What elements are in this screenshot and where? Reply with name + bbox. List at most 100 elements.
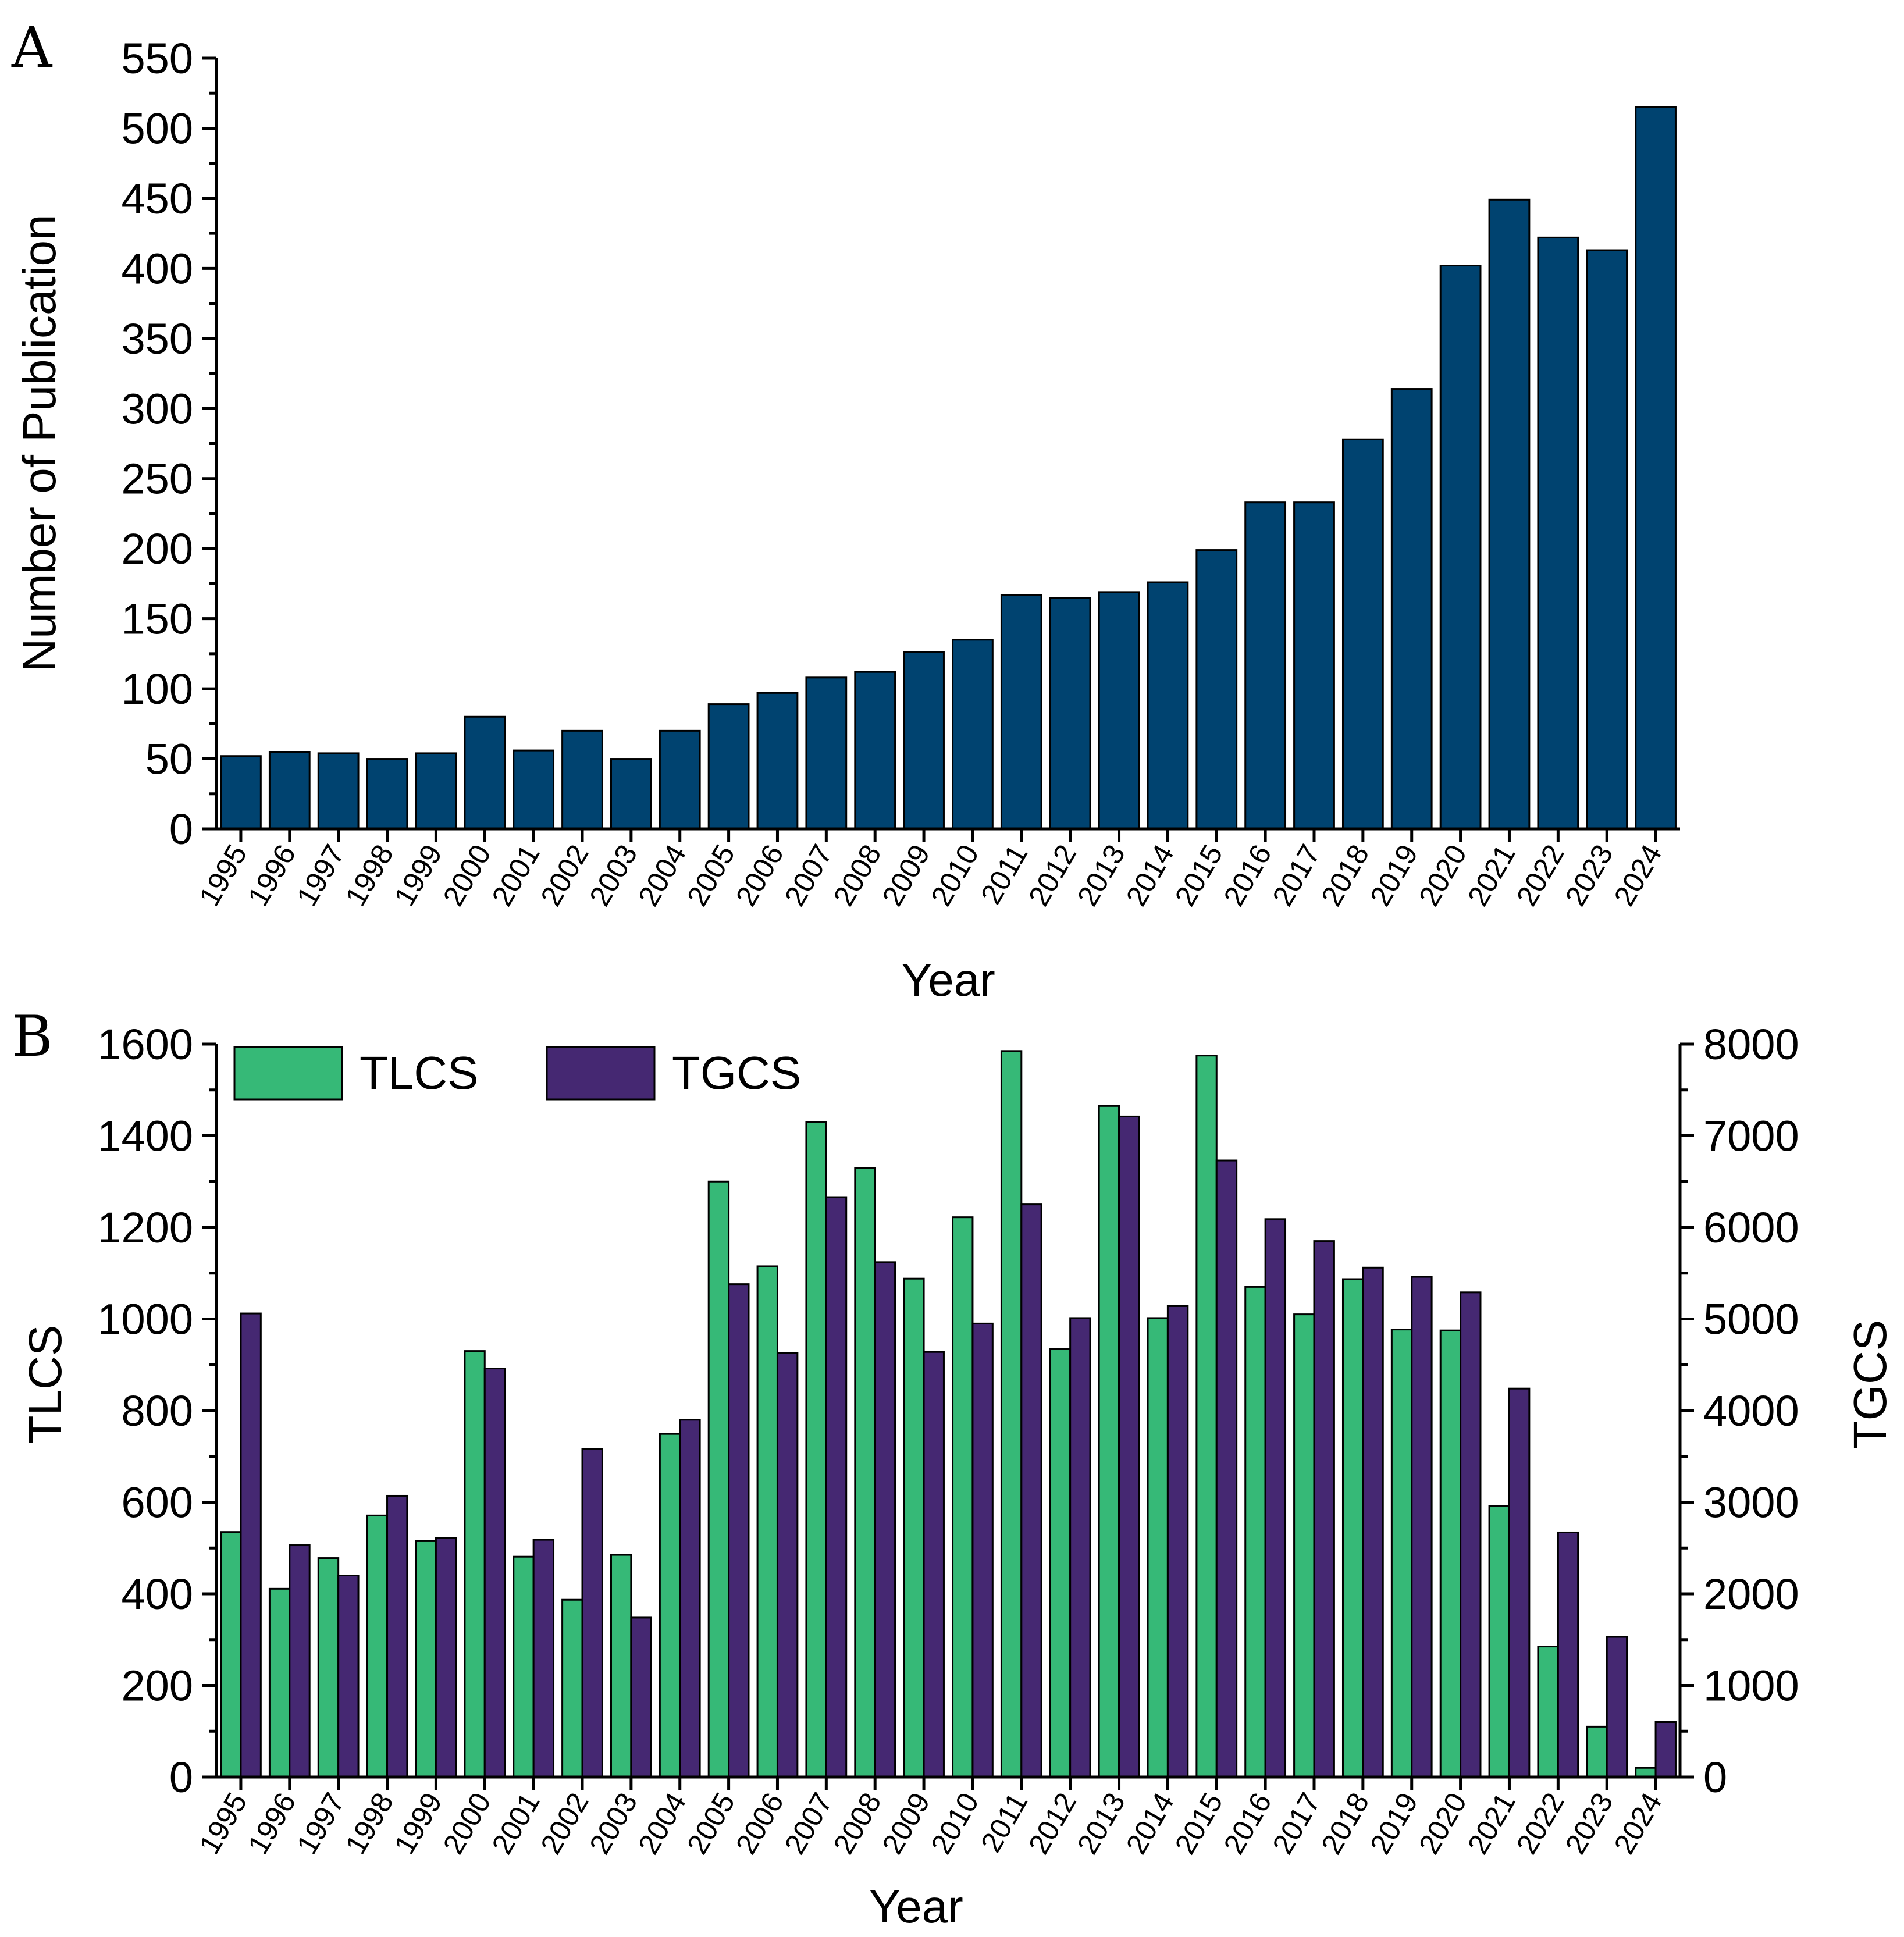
y-tick-label: 3000: [1703, 1479, 1799, 1527]
y-tick-label: 1200: [97, 1203, 193, 1252]
bar-tgcs-1999: [435, 1537, 457, 1778]
bar-tgcs-2016: [1264, 1218, 1287, 1778]
x-tick-label: 1998: [339, 1788, 400, 1860]
y-tick-label: 300: [122, 384, 193, 433]
x-tick-label: 1995: [193, 839, 253, 911]
x-tick-label: 1997: [290, 839, 351, 911]
y-tick-label: 100: [122, 665, 193, 713]
bar-1997: [317, 752, 360, 830]
chart-a-x-axis: 1995199619971998199920002001200220032004…: [193, 829, 1668, 911]
x-tick-label: 2020: [1412, 839, 1473, 911]
bar-2005: [707, 703, 750, 830]
bar-tlcs-2003: [610, 1554, 632, 1778]
x-tick-label: 2015: [1169, 1788, 1229, 1860]
chart-b-x-axis: 1995199619971998199920002001200220032004…: [193, 1777, 1668, 1860]
y-tick-label: 400: [122, 244, 193, 293]
bar-tlcs-2013: [1098, 1105, 1120, 1778]
x-tick-label: 2002: [534, 839, 595, 911]
bar-2006: [756, 692, 799, 830]
y-tick-label: 600: [122, 1479, 193, 1527]
x-tick-label: 2006: [729, 839, 790, 911]
panel-a-letter: A: [11, 15, 53, 80]
x-tick-label: 2000: [437, 1788, 497, 1860]
x-tick-label: 2018: [1315, 839, 1375, 911]
bar-2017: [1293, 501, 1335, 830]
bar-tgcs-2009: [923, 1351, 945, 1778]
bar-1999: [415, 752, 457, 830]
y-tick-label: 7000: [1703, 1112, 1799, 1160]
chart-a-x-axis-title: Year: [901, 954, 995, 1006]
x-tick-label: 2008: [827, 1788, 888, 1860]
x-tick-label: 2007: [778, 839, 839, 911]
x-tick-label: 1996: [241, 839, 302, 911]
bar-tlcs-2016: [1244, 1286, 1266, 1778]
chart-a: A 0 50 100 150 200 250 300 350 400 450 500 550 1995…: [11, 15, 1680, 1006]
bar-2003: [610, 758, 652, 830]
bar-tgcs-2000: [483, 1368, 506, 1778]
x-tick-label: 2012: [1022, 1788, 1083, 1860]
bar-tgcs-2006: [776, 1352, 799, 1778]
bar-tlcs-2018: [1341, 1278, 1364, 1778]
bar-tgcs-2010: [971, 1322, 994, 1778]
x-tick-label: 2009: [876, 1788, 936, 1860]
bar-tgcs-2001: [532, 1539, 555, 1778]
x-tick-label: 2016: [1218, 1788, 1278, 1860]
x-tick-label: 2003: [583, 1788, 643, 1860]
bar-2013: [1098, 591, 1140, 830]
x-tick-label: 2024: [1607, 1788, 1668, 1860]
bar-tlcs-2020: [1439, 1329, 1462, 1778]
bar-tlcs-2015: [1195, 1055, 1218, 1778]
x-tick-label: 2004: [632, 839, 692, 911]
chart-b-right-y-axis: 0 1000 2000 3000 4000 5000 6000 7000 8000: [1680, 1020, 1799, 1801]
x-tick-label: 2024: [1607, 839, 1668, 911]
bar-tlcs-2006: [756, 1265, 778, 1778]
chart-b: B 0 200 400 600 800 1000 1200 1400 1600 0 1000 200…: [12, 1004, 1896, 1932]
bar-2024: [1635, 106, 1677, 830]
x-tick-label: 2022: [1510, 839, 1571, 911]
bar-tgcs-2013: [1118, 1115, 1140, 1778]
x-tick-label: 2019: [1364, 1788, 1424, 1860]
bar-2002: [561, 729, 603, 830]
y-tick-label: 8000: [1703, 1020, 1799, 1069]
bar-tgcs-2004: [679, 1419, 701, 1778]
bar-2009: [903, 651, 945, 830]
bar-1996: [268, 751, 311, 830]
bar-tlcs-2009: [903, 1277, 925, 1778]
bar-tgcs-2017: [1313, 1240, 1335, 1778]
bar-tlcs-1996: [268, 1587, 291, 1778]
bar-2000: [464, 715, 506, 830]
x-tick-label: 1997: [290, 1788, 351, 1860]
bar-2020: [1439, 265, 1482, 830]
bar-tgcs-2005: [728, 1283, 750, 1778]
bar-tlcs-2014: [1147, 1317, 1169, 1778]
bar-tgcs-1996: [289, 1544, 311, 1778]
bar-tgcs-2019: [1411, 1276, 1433, 1778]
y-tick-label: 4000: [1703, 1387, 1799, 1435]
x-tick-label: 2004: [632, 1788, 692, 1860]
bar-tlcs-2001: [513, 1555, 535, 1778]
x-tick-label: 2015: [1169, 839, 1229, 911]
legend-swatch-tlcs: [233, 1046, 343, 1101]
bar-tlcs-2010: [952, 1216, 974, 1778]
bar-2021: [1488, 198, 1531, 830]
bar-tgcs-1995: [240, 1312, 262, 1778]
x-tick-label: 2007: [778, 1788, 839, 1860]
bar-tgcs-2012: [1069, 1317, 1091, 1778]
bar-tgcs-2024: [1654, 1721, 1677, 1778]
panel-b-letter: B: [12, 1004, 53, 1069]
x-tick-label: 1995: [193, 1788, 253, 1860]
x-tick-label: 2014: [1120, 839, 1180, 911]
x-tick-label: 2018: [1315, 1788, 1375, 1860]
legend-swatch-tgcs: [546, 1046, 656, 1101]
bar-2019: [1390, 388, 1433, 830]
y-tick-label: 500: [122, 104, 193, 152]
x-tick-label: 2010: [924, 839, 985, 911]
x-tick-label: 2023: [1559, 1788, 1620, 1860]
x-tick-label: 2013: [1071, 839, 1131, 911]
y-tick-label: 1000: [97, 1295, 193, 1344]
x-tick-label: 2017: [1266, 839, 1326, 911]
x-tick-label: 2011: [974, 839, 1034, 910]
x-tick-label: 1999: [388, 1788, 449, 1860]
bar-2023: [1586, 249, 1628, 830]
